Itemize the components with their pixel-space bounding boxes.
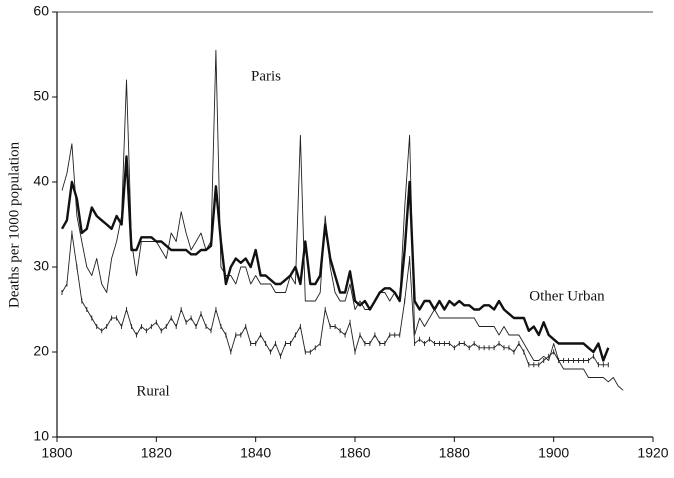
annotation: Other Urban bbox=[529, 288, 605, 304]
annotation: Paris bbox=[251, 68, 281, 84]
x-tick-label: 1920 bbox=[637, 445, 668, 461]
y-tick-label: 50 bbox=[33, 88, 49, 104]
series-line bbox=[60, 155, 610, 362]
x-tick-label: 1820 bbox=[141, 445, 172, 461]
y-tick-label: 40 bbox=[33, 173, 49, 189]
x-tick-label: 1900 bbox=[538, 445, 569, 461]
x-tick-label: 1800 bbox=[41, 445, 72, 461]
series-line bbox=[61, 232, 609, 366]
y-tick-label: 20 bbox=[33, 343, 49, 359]
y-tick-label: 30 bbox=[33, 258, 49, 274]
annotation: Rural bbox=[136, 383, 169, 399]
y-tick-label: 10 bbox=[33, 428, 49, 444]
y-tick-label: 60 bbox=[33, 3, 49, 19]
x-tick-label: 1840 bbox=[240, 445, 271, 461]
x-tick-label: 1860 bbox=[339, 445, 370, 461]
y-axis-label: Deaths per 1000 population bbox=[6, 141, 22, 308]
x-tick-label: 1880 bbox=[439, 445, 470, 461]
series-line bbox=[61, 49, 624, 391]
